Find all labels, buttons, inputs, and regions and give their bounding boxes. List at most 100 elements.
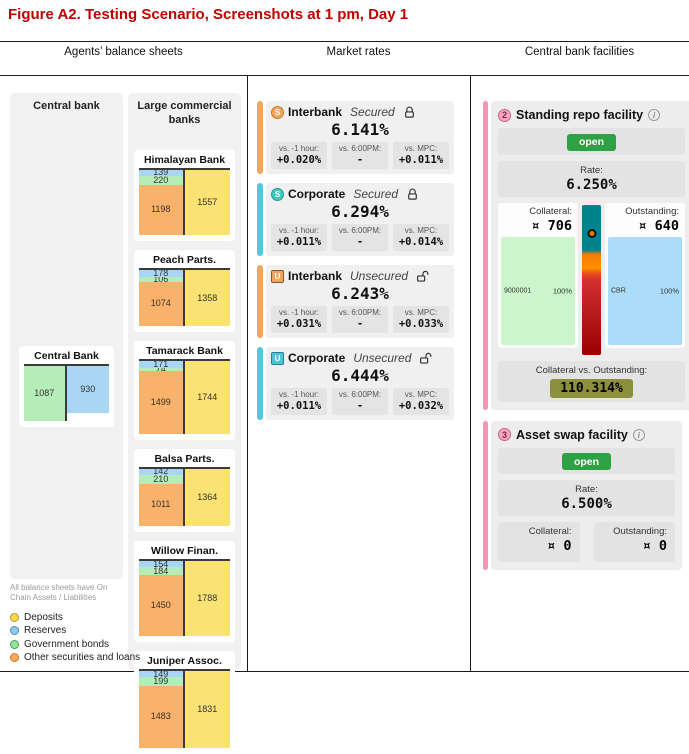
bonds-swatch-icon bbox=[10, 639, 19, 649]
rate-label: Rate: bbox=[580, 164, 603, 176]
rate-stat: vs. 6:00PM: - bbox=[332, 224, 388, 251]
stat-label: vs. MPC: bbox=[404, 226, 438, 235]
stat-label: vs. 6:00PM: bbox=[338, 308, 382, 317]
divider-top bbox=[0, 41, 689, 42]
central-bank-card-name: Central Bank bbox=[34, 350, 99, 362]
collateral-panel: Collateral: ¤ 706 9000001 100% bbox=[498, 202, 578, 348]
segment-other: 1198 bbox=[139, 184, 183, 235]
market-name: Interbank bbox=[288, 269, 343, 283]
reserves-swatch-icon bbox=[10, 626, 19, 636]
rate-stat: vs. MPC: +0.011% bbox=[393, 142, 449, 169]
assets-column: 142 210 1011 bbox=[139, 469, 185, 526]
stat-label: vs. 6:00PM: bbox=[338, 144, 382, 153]
rate-stat: vs. -1 hour: +0.011% bbox=[271, 388, 327, 415]
liabilities-column: 1364 bbox=[184, 469, 230, 526]
collateral-asset-id: 9000001 bbox=[504, 287, 532, 294]
facility-list: 2 Standing repo facility i open Rate: 6.… bbox=[483, 101, 689, 570]
stat-value: +0.011% bbox=[276, 236, 322, 248]
bank-name: Juniper Assoc. bbox=[147, 655, 222, 667]
market-rate-list: S Interbank Secured 6.141% vs. -1 hour: +0.02… bbox=[257, 101, 454, 420]
divider-bottom bbox=[0, 671, 689, 672]
standing-repo-facility-card: 2 Standing repo facility i open Rate: 6.… bbox=[483, 101, 689, 410]
stat-value: - bbox=[356, 400, 364, 412]
segment-reserves: 139 bbox=[139, 170, 183, 176]
ratio-label: Collateral vs. Outstanding: bbox=[535, 364, 648, 376]
secured-icon: S bbox=[271, 187, 284, 201]
segment-bonds: 74 bbox=[139, 368, 183, 372]
bank-card: Peach Parts. 17810610741358 bbox=[134, 250, 235, 332]
segment-deposits: 1831 bbox=[184, 671, 230, 748]
unsecured-icon: U bbox=[271, 269, 284, 283]
accent-bar bbox=[257, 347, 263, 420]
market-rate-card: S Interbank Secured 6.141% vs. -1 hour: +0.02… bbox=[257, 101, 454, 174]
bank-card: Tamarack Bank 1717414991744 bbox=[134, 341, 235, 440]
central-bank-liabilities-bar: 930 bbox=[66, 366, 109, 414]
segment-other: 1074 bbox=[139, 281, 183, 326]
rate-value: 6.243% bbox=[331, 284, 389, 303]
legend-item: Reserves bbox=[10, 625, 170, 636]
assets-column: 154 184 1450 bbox=[139, 561, 185, 636]
assets-column: 1781061074 bbox=[139, 270, 185, 326]
info-icon[interactable]: i bbox=[632, 428, 645, 441]
rate-stats: vs. -1 hour: +0.020% vs. 6:00PM: - vs. MPC: +… bbox=[271, 142, 449, 169]
legend-label: Deposits bbox=[24, 611, 63, 623]
segment-bonds: 106 bbox=[139, 277, 183, 282]
liabilities-column: 1358 bbox=[184, 270, 230, 326]
lock-open-icon bbox=[419, 352, 433, 365]
rate-stat: vs. 6:00PM: - bbox=[332, 388, 388, 415]
accent-bar bbox=[257, 183, 263, 256]
stat-label: vs. -1 hour: bbox=[278, 226, 319, 235]
other-swatch-icon bbox=[10, 653, 19, 663]
stat-label: vs. 6:00PM: bbox=[338, 226, 382, 235]
legend: All balance sheets have On Chain Assets … bbox=[10, 583, 170, 666]
assets-column: 171741499 bbox=[139, 361, 185, 434]
segment-reserves: 171 bbox=[139, 361, 183, 369]
facility-accent-bar bbox=[483, 420, 488, 570]
legend-label: Government bonds bbox=[24, 638, 110, 650]
accent-bar bbox=[257, 101, 263, 174]
stat-value: +0.014% bbox=[398, 236, 444, 248]
outstanding-value: ¤ 0 bbox=[642, 538, 667, 554]
secured-icon: S bbox=[271, 105, 284, 119]
outstanding-percent: 100% bbox=[659, 286, 679, 295]
stat-value: +0.011% bbox=[276, 400, 322, 412]
facility-number-icon: 2 bbox=[498, 108, 511, 122]
info-icon[interactable]: i bbox=[648, 109, 661, 121]
rate-card-body: U Interbank Unsecured 6.243% vs. -1 hour: +0.… bbox=[266, 265, 454, 338]
facility-number-icon: 3 bbox=[498, 428, 511, 441]
bank-name: Himalayan Bank bbox=[143, 154, 226, 166]
bank-name: Willow Finan. bbox=[151, 545, 218, 557]
asset-swap-facility-card: 3 Asset swap facility i open Rate: 6.500… bbox=[483, 420, 682, 570]
lock-closed-icon bbox=[403, 106, 416, 119]
market-type: Secured bbox=[350, 105, 395, 119]
market-rate-card: S Corporate Secured 6.294% vs. -1 hour: +0.01… bbox=[257, 183, 454, 256]
collateral-rect: 9000001 100% bbox=[501, 236, 575, 345]
market-rate-card: U Corporate Unsecured 6.444% vs. -1 hour: +0.… bbox=[257, 347, 454, 420]
segment-reserves: 142 bbox=[139, 469, 183, 475]
swap-collateral-box: Collateral: ¤ 0 bbox=[498, 522, 580, 562]
segment-deposits: 1364 bbox=[184, 469, 230, 526]
stat-value: +0.033% bbox=[398, 318, 444, 330]
stat-label: vs. MPC: bbox=[404, 144, 438, 153]
legend-items: Deposits Reserves Government bonds Other se… bbox=[10, 611, 170, 664]
segment-reserves: 178 bbox=[139, 270, 183, 278]
segment-other: 1499 bbox=[139, 371, 183, 434]
collateral-vs-outstanding-box: Collateral vs. Outstanding: 110.314% bbox=[498, 360, 685, 402]
segment-deposits: 1557 bbox=[184, 170, 230, 235]
bank-balance-sheet: 154 184 1450 1788 bbox=[139, 559, 230, 636]
rate-value: 6.141% bbox=[331, 120, 389, 139]
bank-card: Juniper Assoc. 149 199 1483 1831 bbox=[134, 651, 235, 754]
stat-label: vs. -1 hour: bbox=[278, 144, 319, 153]
liabilities-column: 1557 bbox=[184, 170, 230, 235]
stat-value: +0.032% bbox=[398, 400, 444, 412]
central-bank-panel: Central bank Central Bank 1087 930 bbox=[10, 93, 123, 579]
market-type: Unsecured bbox=[350, 269, 409, 283]
bank-balance-sheet: 17810610741358 bbox=[139, 268, 230, 326]
legend-item: Government bonds bbox=[10, 639, 170, 650]
stat-label: vs. -1 hour: bbox=[278, 308, 319, 317]
stat-label: vs. 6:00PM: bbox=[338, 390, 382, 399]
market-type: Unsecured bbox=[353, 351, 412, 365]
rate-card-body: S Corporate Secured 6.294% vs. -1 hour: +0.01… bbox=[266, 183, 454, 256]
bank-card: Himalayan Bank 139 220 1198 1557 bbox=[134, 150, 235, 241]
legend-label: Other securities and loans bbox=[24, 652, 141, 664]
